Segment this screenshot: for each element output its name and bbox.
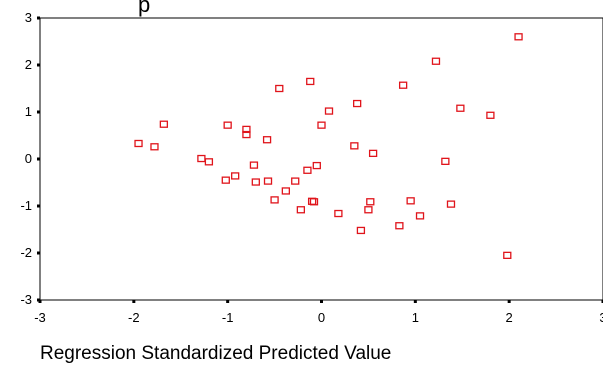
data-point bbox=[353, 99, 362, 108]
data-point bbox=[306, 77, 315, 86]
data-point bbox=[221, 176, 230, 184]
y-tick-label: -2 bbox=[20, 245, 32, 260]
data-point bbox=[263, 177, 273, 185]
x-tick-label: 0 bbox=[318, 310, 325, 325]
data-point bbox=[406, 197, 415, 205]
axis-ticks: -3 -2 -1 0 1 2 3 -3 -2 -1 0 1 2 3 bbox=[20, 10, 603, 325]
data-point bbox=[204, 158, 214, 166]
data-point bbox=[197, 154, 206, 163]
data-point bbox=[514, 33, 523, 41]
data-point bbox=[270, 196, 279, 204]
data-point bbox=[134, 139, 143, 148]
y-tick-label: 3 bbox=[25, 10, 32, 25]
data-point bbox=[431, 57, 441, 65]
y-tick-label: 2 bbox=[25, 57, 32, 72]
data-point bbox=[456, 104, 465, 112]
data-point bbox=[249, 161, 259, 169]
data-point bbox=[312, 161, 321, 170]
x-tick-label: -3 bbox=[34, 310, 46, 325]
data-point bbox=[334, 209, 343, 218]
data-point bbox=[296, 206, 306, 214]
y-tick-label: 0 bbox=[25, 151, 32, 166]
data-points bbox=[134, 33, 523, 260]
data-point bbox=[242, 125, 251, 134]
y-tick-label: -1 bbox=[20, 198, 32, 213]
data-point bbox=[275, 84, 284, 93]
chart-title-fragment: p bbox=[138, 0, 150, 17]
data-point bbox=[366, 198, 375, 206]
data-point bbox=[441, 157, 450, 166]
data-point bbox=[317, 121, 326, 129]
data-point bbox=[324, 107, 334, 115]
y-tick-label: -3 bbox=[20, 292, 32, 307]
data-point bbox=[262, 136, 272, 144]
data-point bbox=[503, 251, 512, 260]
x-tick-label: 2 bbox=[506, 310, 513, 325]
data-point bbox=[303, 166, 312, 174]
y-tick-label: 1 bbox=[25, 104, 32, 119]
data-point bbox=[395, 222, 404, 230]
data-point bbox=[398, 81, 408, 89]
data-point bbox=[159, 120, 169, 128]
plot-area bbox=[39, 17, 603, 301]
x-tick-label: 1 bbox=[412, 310, 419, 325]
data-point bbox=[309, 198, 319, 206]
data-point bbox=[223, 121, 232, 129]
data-point bbox=[251, 178, 260, 186]
data-point bbox=[350, 142, 359, 150]
data-point bbox=[291, 177, 300, 185]
data-point bbox=[486, 111, 495, 119]
data-point bbox=[150, 143, 159, 151]
x-axis-title: Regression Standardized Predicted Value bbox=[40, 343, 391, 364]
data-point bbox=[446, 200, 456, 208]
x-tick-label: -1 bbox=[222, 310, 234, 325]
data-point bbox=[281, 187, 290, 195]
data-point bbox=[242, 130, 251, 139]
data-point bbox=[356, 226, 366, 235]
data-point bbox=[231, 172, 240, 180]
data-point bbox=[368, 149, 378, 158]
data-point bbox=[364, 206, 373, 214]
x-tick-label: 3 bbox=[599, 310, 603, 325]
data-point bbox=[415, 212, 425, 220]
x-tick-label: -2 bbox=[128, 310, 140, 325]
